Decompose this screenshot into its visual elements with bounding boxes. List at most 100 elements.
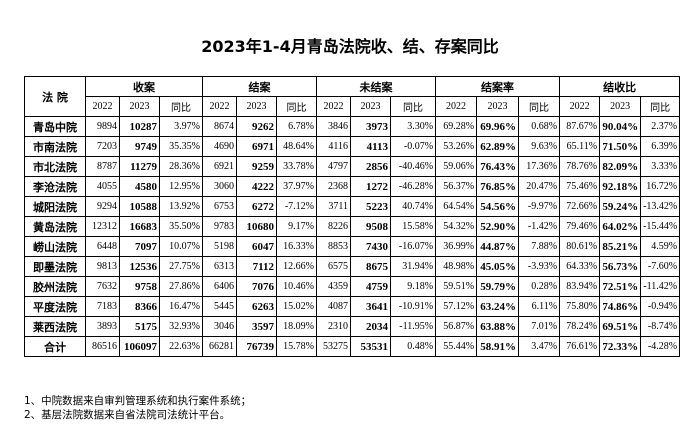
table-cell: 62.89%	[476, 136, 520, 157]
table-cell: 106097	[119, 336, 160, 357]
table-cell: 7203	[85, 136, 120, 157]
stats-table: 法 院 收案 结案 未结案 结案率 结收比 2022 2023 同比 2022 2023…	[24, 76, 681, 357]
table-row: 市南法院 7203 9749 35.35% 4690 6971 48.64% 4116 4113…	[24, 136, 681, 157]
table-cell: 6921	[202, 156, 237, 177]
court-name: 市南法院	[24, 136, 86, 157]
table-cell: 3.47%	[518, 336, 561, 357]
table-cell: 48.98%	[435, 256, 478, 277]
table-cell: 4759	[350, 276, 391, 297]
table-cell: 7632	[85, 276, 120, 297]
sub-header: 2023	[350, 96, 391, 117]
table-cell: 8853	[316, 236, 351, 257]
table-cell: 7097	[119, 236, 160, 257]
table-cell: 64.02%	[599, 216, 642, 237]
table-cell: 56.73%	[599, 256, 642, 277]
table-cell: 6272	[236, 196, 277, 217]
table-cell: 3893	[85, 316, 120, 337]
footnote: 2、基层法院数据来自省法院司法统计平台。	[24, 409, 231, 421]
table-cell: -40.46%	[389, 156, 437, 177]
table-cell: 18.09%	[276, 316, 317, 337]
table-cell: 86516	[85, 336, 120, 357]
table-cell: 69.28%	[435, 116, 478, 137]
sub-header: 2022	[85, 96, 120, 117]
table-cell: 45.05%	[476, 256, 520, 277]
table-cell: 72.51%	[599, 276, 642, 297]
footnotes: 1、中院数据来自审判管理系统和执行案件系统； 2、基层法院数据来自省法院司法统计…	[24, 394, 251, 422]
table-cell: 13.92%	[159, 196, 203, 217]
group-header: 结收比	[559, 76, 681, 97]
table-cell: 15.02%	[276, 296, 317, 317]
table-cell: 4690	[202, 136, 237, 157]
table-cell: -11.42%	[640, 276, 681, 297]
sub-header: 同比	[276, 96, 317, 117]
table-cell: -4.28%	[640, 336, 681, 357]
table-cell: -46.28%	[389, 176, 437, 197]
table-cell: 6575	[316, 256, 351, 277]
table-cell: -3.93%	[518, 256, 561, 277]
table-cell: -1.42%	[518, 216, 561, 237]
table-cell: 20.47%	[518, 176, 561, 197]
table-cell: 16.47%	[159, 296, 203, 317]
group-header: 未结案	[315, 76, 437, 97]
table-cell: 5445	[202, 296, 237, 317]
table-cell: 16.33%	[276, 236, 317, 257]
table-cell: 79.46%	[559, 216, 601, 237]
table-cell: -10.91%	[389, 296, 437, 317]
table-cell: 22.63%	[159, 336, 203, 357]
court-name: 胶州法院	[24, 276, 86, 297]
footnote: 1、中院数据来自审判管理系统和执行案件系统；	[24, 395, 252, 407]
table-row: 崂山法院 6448 7097 10.07% 5198 6047 16.33% 8853 7430…	[24, 236, 681, 257]
table-cell: 9.63%	[518, 136, 561, 157]
sub-header: 2022	[559, 96, 601, 117]
table-cell: 10588	[119, 196, 160, 217]
table-cell: 16683	[119, 216, 160, 237]
table-cell: 59.51%	[435, 276, 478, 297]
table-cell: 71.50%	[599, 136, 642, 157]
table-cell: 12.66%	[276, 256, 317, 277]
table-cell: 3.33%	[640, 156, 681, 177]
table-cell: 76.61%	[559, 336, 601, 357]
table-cell: -0.07%	[389, 136, 437, 157]
table-cell: 56.37%	[435, 176, 478, 197]
table-cell: -11.95%	[389, 316, 437, 337]
table-cell: 6047	[236, 236, 277, 257]
sub-header: 2023	[236, 96, 277, 117]
group-header: 收案	[85, 76, 203, 97]
table-cell: -9.97%	[518, 196, 561, 217]
table-cell: 69.51%	[599, 316, 642, 337]
table-cell: 6971	[236, 136, 277, 157]
court-name: 莱西法院	[24, 316, 86, 337]
table-cell: 6448	[85, 236, 120, 257]
table-cell: 27.86%	[159, 276, 203, 297]
table-cell: 76.43%	[476, 156, 520, 177]
sub-header: 2022	[316, 96, 351, 117]
table-cell: 53531	[350, 336, 391, 357]
table-row: 莱西法院 3893 5175 32.93% 3046 3597 18.09% 2310 2034…	[24, 316, 681, 337]
table-cell: 6.78%	[276, 116, 317, 137]
table-cell: 5198	[202, 236, 237, 257]
table-cell: 40.74%	[389, 196, 437, 217]
table-cell: 72.33%	[599, 336, 642, 357]
table-cell: 33.78%	[276, 156, 317, 177]
table-cell: 6.39%	[640, 136, 681, 157]
table-row: 平度法院 7183 8366 16.47% 5445 6263 15.02% 4087 3641…	[24, 296, 681, 317]
court-name: 即墨法院	[24, 256, 86, 277]
table-cell: 8366	[119, 296, 160, 317]
page-title: 2023年1-4月青岛法院收、结、存案同比	[201, 37, 499, 56]
table-cell: 5175	[119, 316, 160, 337]
table-cell: 63.88%	[476, 316, 520, 337]
table-row: 合计 86516 106097 22.63% 66281 76739 15.78% 53275…	[24, 336, 681, 357]
table-cell: 54.32%	[435, 216, 478, 237]
table-cell: 8674	[202, 116, 237, 137]
table-cell: 9894	[85, 116, 120, 137]
table-cell: 4087	[316, 296, 351, 317]
table-cell: 9813	[85, 256, 120, 277]
table-cell: 69.96%	[476, 116, 520, 137]
table-cell: 90.04%	[599, 116, 642, 137]
table-cell: 9.18%	[389, 276, 437, 297]
table-cell: 3973	[350, 116, 391, 137]
table-cell: 52.90%	[476, 216, 520, 237]
table-cell: 75.80%	[559, 296, 601, 317]
table-cell: 35.35%	[159, 136, 203, 157]
table-cell: -15.44%	[640, 216, 681, 237]
